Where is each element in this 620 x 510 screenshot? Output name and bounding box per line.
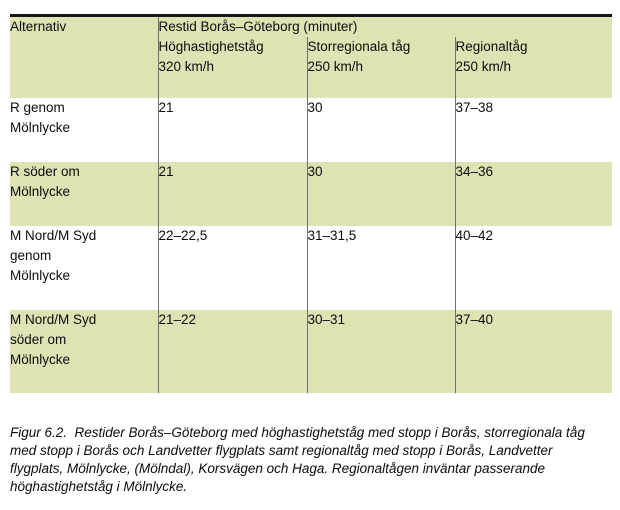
column-header-alternativ: Alternativ xyxy=(10,15,159,98)
row-label: R genom Mölnlycke xyxy=(10,98,159,162)
table-row: R genom Mölnlycke 21 30 37–38 xyxy=(10,98,613,162)
table-row: R söder om Mölnlycke 21 30 34–36 xyxy=(10,162,613,226)
figure-caption: Figur 6.2. Restider Borås–Göteborg med h… xyxy=(10,425,589,494)
table-row: M Nord/M Syd söder om Mölnlycke 21–22 30… xyxy=(10,310,613,393)
travel-time-table: Alternativ Restid Borås–Göteborg (minute… xyxy=(10,14,613,393)
column-header-storregionala-tag: Storregionala tåg 250 km/h xyxy=(307,37,456,98)
cell-value: 30 xyxy=(307,98,456,162)
cell-value: 21 xyxy=(158,98,308,162)
cell-value: 40–42 xyxy=(455,228,494,243)
column-header-hoghastighetstag: Höghastighetståg 320 km/h xyxy=(158,37,308,98)
cell-value: 34–36 xyxy=(455,164,494,179)
header-row-subcolumns: Höghastighetståg 320 km/h Storregionala … xyxy=(10,37,613,98)
table-row: M Nord/M Syd genom Mölnlycke 22–22,5 31–… xyxy=(10,226,613,310)
row-label: M Nord/M Syd genom Mölnlycke xyxy=(10,226,159,310)
cell-value: 31–31,5 xyxy=(307,226,456,310)
cell-value: 22–22,5 xyxy=(158,226,308,310)
cell-value: 30 xyxy=(307,162,456,226)
row-label: R söder om Mölnlycke xyxy=(10,162,159,226)
header-row-title: Alternativ Restid Borås–Göteborg (minute… xyxy=(10,15,613,98)
cell-value: 21–22 xyxy=(158,310,308,393)
cell-value: 37–40 xyxy=(455,312,494,327)
row-label: M Nord/M Syd söder om Mölnlycke xyxy=(10,310,159,393)
table-title: Restid Borås–Göteborg (minuter) xyxy=(158,19,358,34)
cell-value: 21 xyxy=(158,162,308,226)
cell-value: 30–31 xyxy=(307,310,456,393)
cell-value: 37–38 xyxy=(455,100,494,115)
column-header-regionaltag: Regionaltåg 250 km/h xyxy=(455,39,528,74)
